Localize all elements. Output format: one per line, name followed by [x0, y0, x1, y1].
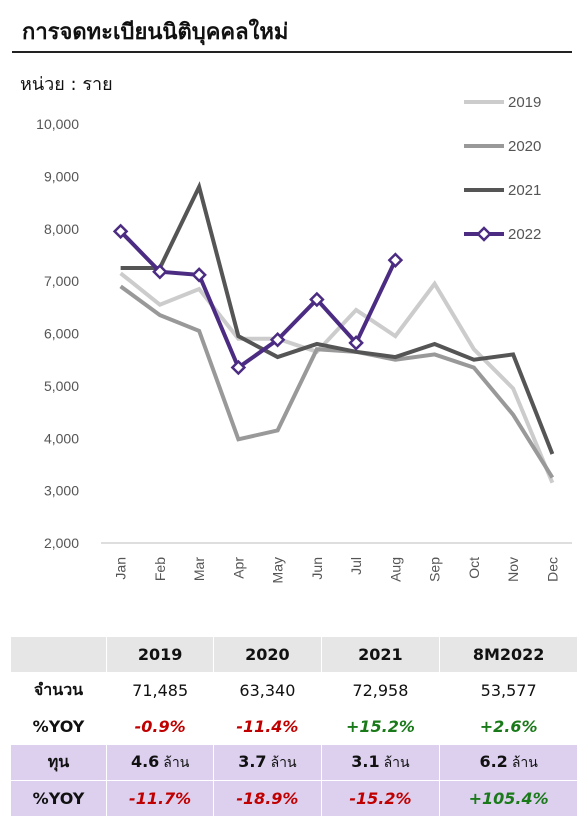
x-tick-label: Jan [113, 557, 129, 580]
row-label: %YOY [10, 708, 107, 745]
table-cell: 71,485 [105, 672, 215, 709]
summary-table: 2019 2020 2021 8M2022 จำนวน 71,485 63,340 72,95… [10, 636, 578, 817]
data-point-marker [191, 267, 207, 283]
x-tick-label: May [270, 557, 286, 583]
column-header: 2019 [105, 636, 215, 673]
cell-value: -15.2% [349, 789, 412, 808]
y-axis-ticks: 2,000 3,000 4,000 5,000 6,000 7,000 8,000 9,000… [36, 116, 79, 551]
cell-value: 3.7 [238, 751, 267, 771]
cell-value: 6.2 [479, 751, 508, 771]
y-tick-label: 10,000 [36, 116, 79, 132]
x-tick-label: Jun [309, 557, 325, 580]
data-point-marker [269, 332, 286, 348]
column-header: 8M2022 [439, 636, 578, 673]
data-point-marker [387, 252, 404, 268]
table-header-row: 2019 2020 2021 8M2022 [10, 636, 578, 673]
cell-value: 72,958 [352, 681, 409, 700]
row-label: จำนวน [10, 672, 107, 709]
cell-value: +15.2% [345, 717, 415, 736]
y-tick-label: 8,000 [44, 221, 79, 237]
x-tick-label: Mar [191, 557, 207, 581]
row-label: ทุน [10, 744, 107, 781]
page-title: การจดทะเบียนนิติบุคคลใหม่ [22, 20, 289, 45]
column-header: 2020 [213, 636, 322, 673]
cell-value: +105.4% [468, 789, 549, 808]
title-divider [12, 51, 572, 53]
cell-unit-suffix: ล้าน [270, 754, 297, 771]
cell-value: -0.9% [134, 717, 186, 736]
cell-unit-suffix: ล้าน [383, 754, 410, 771]
table-cell: -18.9% [213, 780, 322, 817]
legend-label: 2020 [508, 138, 541, 155]
legend-marker [476, 226, 492, 242]
cell-value: 71,485 [132, 681, 189, 700]
table-cell: 3.1 ล้าน [320, 744, 441, 781]
legend-label: 2021 [508, 182, 541, 199]
line-chart: 2,000 3,000 4,000 5,000 6,000 7,000 8,000 9,000… [36, 94, 572, 584]
y-tick-label: 2,000 [44, 535, 79, 551]
data-point-marker [348, 335, 364, 351]
data-point-marker [112, 223, 129, 240]
x-tick-label: Aug [387, 557, 403, 582]
x-tick-label: Sep [427, 557, 443, 582]
series-line-2020 [119, 284, 555, 479]
table-cell: -15.2% [320, 780, 441, 817]
table-cell: 72,958 [320, 672, 441, 709]
table-row: ทุน 4.6 ล้าน 3.7 ล้าน 3.1 ล้าน 6.2 ล้าน [10, 744, 578, 781]
cell-value: -11.7% [129, 789, 192, 808]
cell-value: -11.4% [236, 717, 299, 736]
series-line-2019 [119, 271, 555, 484]
table-row: จำนวน 71,485 63,340 72,958 53,577 [10, 672, 578, 709]
x-tick-label: Jul [348, 557, 364, 575]
header-blank-cell [10, 636, 107, 673]
table-cell: -11.4% [213, 708, 322, 745]
data-point-marker [309, 291, 325, 308]
legend-label: 2019 [508, 94, 541, 111]
table-cell: -0.9% [105, 708, 215, 745]
unit-label: หน่วย : ราย [20, 74, 113, 95]
cell-value: 4.6 [130, 751, 160, 771]
data-point-marker [230, 359, 247, 376]
cell-unit-suffix: ล้าน [163, 754, 190, 771]
column-header: 2021 [320, 636, 441, 673]
y-tick-label: 3,000 [44, 483, 79, 499]
x-tick-label: Nov [505, 557, 521, 582]
table-row: %YOY -0.9% -11.4% +15.2% +2.6% [10, 708, 578, 745]
cell-value: -18.9% [236, 789, 299, 808]
table-cell: 3.7 ล้าน [213, 744, 322, 781]
x-tick-label: Feb [152, 557, 168, 581]
cell-value: 3.1 [351, 751, 380, 771]
y-tick-label: 7,000 [44, 273, 79, 289]
x-tick-label: Oct [466, 557, 482, 579]
series-line-2021 [120, 181, 555, 455]
table-cell: 4.6 ล้าน [105, 744, 215, 781]
data-point-marker [152, 263, 168, 280]
legend: 2019 2020 2021 2022 [464, 94, 541, 243]
cell-value: 63,340 [239, 681, 296, 700]
x-axis-ticks: Jan Feb Mar Apr May Jun Jul Aug Sep Oct Nov Dec [113, 557, 561, 584]
table-cell: 6.2 ล้าน [439, 744, 578, 781]
x-tick-label: Dec [544, 557, 560, 582]
y-tick-label: 9,000 [44, 168, 79, 184]
table-cell: +2.6% [439, 708, 578, 745]
table-row: %YOY -11.7% -18.9% -15.2% +105.4% [10, 780, 578, 817]
y-tick-label: 4,000 [44, 430, 79, 446]
cell-unit-suffix: ล้าน [511, 754, 538, 771]
table-cell: +15.2% [320, 708, 441, 745]
row-label: %YOY [10, 780, 107, 817]
x-tick-label: Apr [230, 557, 246, 579]
legend-label: 2022 [508, 226, 541, 243]
table-cell: -11.7% [105, 780, 215, 817]
cell-value: +2.6% [479, 717, 538, 736]
y-tick-label: 5,000 [44, 378, 79, 394]
table-cell: 53,577 [439, 672, 578, 709]
series-lines [112, 181, 555, 484]
cell-value: 53,577 [480, 681, 537, 700]
table-cell: +105.4% [439, 780, 578, 817]
table-cell: 63,340 [213, 672, 322, 709]
y-tick-label: 6,000 [44, 326, 79, 342]
